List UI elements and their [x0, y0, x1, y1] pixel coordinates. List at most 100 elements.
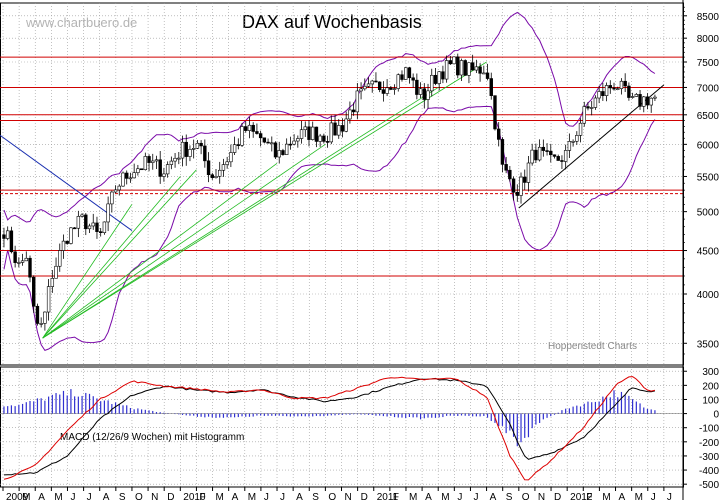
- candle-body: [210, 174, 214, 178]
- candle-body: [452, 56, 456, 65]
- candle-body: [582, 106, 586, 124]
- x-tick-label: M: [22, 492, 30, 503]
- candle-body: [106, 203, 110, 223]
- candle-body: [482, 72, 486, 75]
- candle-body: [589, 107, 594, 109]
- candle-body: [91, 222, 95, 227]
- candle-body: [232, 144, 237, 153]
- x-tick-label: S: [312, 492, 319, 503]
- candle-body: [597, 91, 601, 99]
- candle-body: [132, 172, 136, 179]
- candle-body: [355, 90, 360, 113]
- candle-body: [240, 126, 244, 146]
- candle-body: [303, 126, 307, 131]
- candle-body: [318, 135, 322, 142]
- x-tick-label: A: [425, 492, 432, 503]
- bollinger-layer: [3, 11, 656, 352]
- candle-body: [511, 178, 516, 193]
- candle-body: [281, 150, 285, 155]
- candle-body: [206, 160, 211, 176]
- candle-body: [645, 96, 650, 106]
- macd-layer: [0, 376, 683, 481]
- candle-body: [191, 148, 196, 150]
- candle-body: [515, 191, 519, 196]
- x-tick-label: 2010: [183, 492, 206, 503]
- candle-body: [608, 85, 612, 89]
- x-tick-label: M: [441, 492, 449, 503]
- candle-body: [470, 62, 475, 71]
- y-tick-label: 5500: [697, 172, 720, 183]
- y-tick-label: 3500: [697, 339, 720, 350]
- x-tick-label: D: [361, 492, 368, 503]
- candle-body: [9, 230, 14, 253]
- candle-body: [344, 118, 348, 132]
- candle-body: [218, 169, 222, 177]
- candle-body: [363, 85, 367, 90]
- x-tick-label: J: [70, 492, 75, 503]
- fan-trendline: [42, 204, 133, 339]
- candle-body: [262, 137, 267, 143]
- candle-body: [418, 88, 423, 95]
- candle-body: [236, 144, 241, 146]
- candle-body: [389, 87, 393, 90]
- candle-body: [404, 67, 408, 80]
- candle-body: [333, 122, 337, 136]
- candle-body: [545, 150, 549, 152]
- macd-y-tick-label: -300: [699, 452, 719, 463]
- candle-body: [616, 88, 620, 90]
- candle-body: [54, 265, 58, 279]
- macd-y-tick-label: 200: [702, 381, 719, 392]
- candle-body: [143, 156, 148, 171]
- candle-body: [571, 140, 575, 143]
- candle-body: [337, 125, 341, 136]
- candle-body: [556, 156, 560, 161]
- candle-body: [526, 162, 531, 183]
- x-tick-label: A: [232, 492, 239, 503]
- x-tick-label: O: [135, 492, 143, 503]
- candle-body: [552, 154, 557, 157]
- candle-body: [251, 124, 255, 132]
- x-tick-label: 2012: [570, 492, 593, 503]
- candle-body: [493, 95, 497, 130]
- candle-body: [169, 160, 174, 165]
- fan-trendline: [42, 144, 326, 339]
- candle-body: [158, 159, 162, 177]
- x-tick-label: A: [38, 492, 45, 503]
- candle-body: [612, 87, 616, 90]
- candle-body: [459, 60, 464, 76]
- candle-body: [195, 142, 200, 149]
- candle-body: [110, 191, 114, 205]
- candle-body: [244, 126, 248, 131]
- candle-body: [24, 257, 28, 262]
- grid-layer: [0, 2, 684, 488]
- candle-body: [549, 150, 553, 156]
- watermark-text: www.chartbuero.de: [25, 15, 137, 30]
- candle-body: [537, 146, 542, 161]
- x-tick-label: M: [216, 492, 224, 503]
- candle-body: [165, 164, 170, 175]
- candle-body: [601, 91, 605, 96]
- candle-body: [563, 150, 568, 162]
- candle-body: [69, 227, 73, 244]
- candle-body: [400, 74, 404, 80]
- y-tick-label: 6500: [697, 111, 720, 122]
- candle-body: [292, 140, 296, 145]
- candle-body: [474, 66, 479, 71]
- x-tick-label: J: [667, 492, 672, 503]
- candle-body: [642, 96, 646, 107]
- bollinger-upper-band: [3, 11, 656, 223]
- candle-body: [534, 149, 538, 161]
- x-tick-label: J: [87, 492, 92, 503]
- candle-body: [593, 97, 598, 108]
- candle-body: [72, 227, 77, 230]
- macd-title: MACD (12/26/9 Wochen) mit Histogramm: [60, 432, 244, 443]
- candle-body: [154, 159, 159, 162]
- x-tick-label: M: [635, 492, 643, 503]
- candle-body: [508, 169, 512, 180]
- x-tick-label: M: [248, 492, 256, 503]
- candle-body: [113, 189, 118, 193]
- candle-body: [121, 172, 125, 187]
- x-tick-label: M: [602, 492, 610, 503]
- x-tick-label: J: [651, 492, 656, 503]
- x-tick-label: N: [538, 492, 545, 503]
